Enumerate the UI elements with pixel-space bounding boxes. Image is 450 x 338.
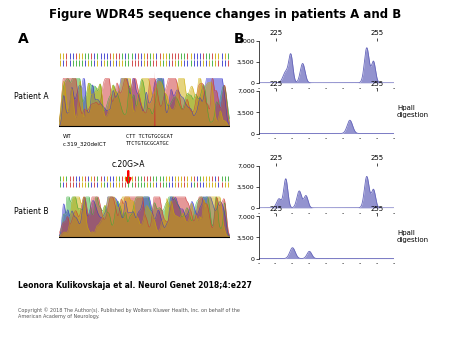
Text: HpaII
digestion: HpaII digestion bbox=[397, 105, 429, 118]
Text: Copyright © 2018 The Author(s). Published by Wolters Kluwer Health, Inc. on beha: Copyright © 2018 The Author(s). Publishe… bbox=[18, 308, 240, 319]
Text: c.319_320delCT: c.319_320delCT bbox=[63, 141, 107, 147]
Text: Patient A: Patient A bbox=[14, 92, 48, 101]
Text: c.20G>A: c.20G>A bbox=[112, 160, 145, 169]
Text: B: B bbox=[234, 32, 245, 46]
Text: Leonora Kulikovskaja et al. Neurol Genet 2018;4:e227: Leonora Kulikovskaja et al. Neurol Genet… bbox=[18, 281, 252, 290]
Text: TTCTGTGCGCATGC: TTCTGTGCGCATGC bbox=[126, 141, 170, 146]
Text: Patient B: Patient B bbox=[14, 207, 48, 216]
Text: CTT TCTGTGCGCAT: CTT TCTGTGCGCAT bbox=[126, 134, 173, 139]
Text: HpaII
digestion: HpaII digestion bbox=[397, 230, 429, 243]
Text: Figure WDR45 sequence changes in patients A and B: Figure WDR45 sequence changes in patient… bbox=[49, 8, 401, 21]
Text: WT: WT bbox=[63, 134, 72, 139]
Text: A: A bbox=[18, 32, 29, 46]
